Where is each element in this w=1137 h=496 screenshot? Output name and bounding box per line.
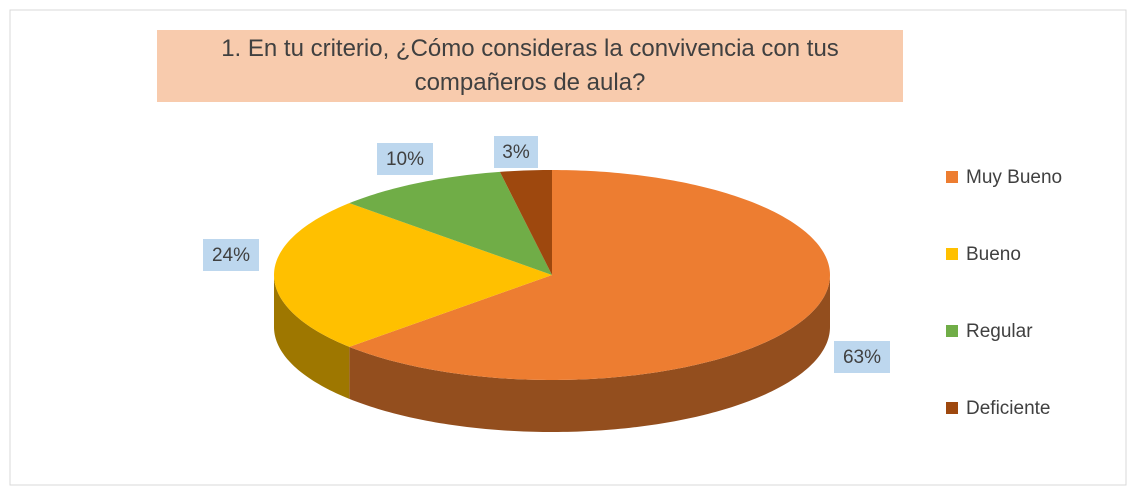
legend-swatch [946,325,958,337]
legend-swatch [946,402,958,414]
pie-slice [499,170,552,275]
data-label-box [494,136,538,168]
data-label: 63% [843,347,881,368]
data-label-box [377,143,433,175]
legend-label: Deficiente [966,398,1051,419]
legend-swatch [946,248,958,260]
legend-label: Bueno [966,244,1021,265]
data-label: 10% [386,149,424,170]
chart-title: 1. En tu criterio, ¿Cómo consideras la c… [157,30,903,102]
data-label: 3% [502,142,530,163]
data-label-box [834,341,890,373]
slice-side [349,275,830,432]
pie-slice [274,203,552,347]
pie-slice [349,170,830,380]
legend-label: Regular [966,321,1033,342]
slice-side [274,275,350,399]
pie-slice [349,171,552,275]
legend-label: Muy Bueno [966,167,1062,188]
data-label-box [203,239,259,271]
data-label: 24% [212,245,250,266]
legend-swatch [946,171,958,183]
